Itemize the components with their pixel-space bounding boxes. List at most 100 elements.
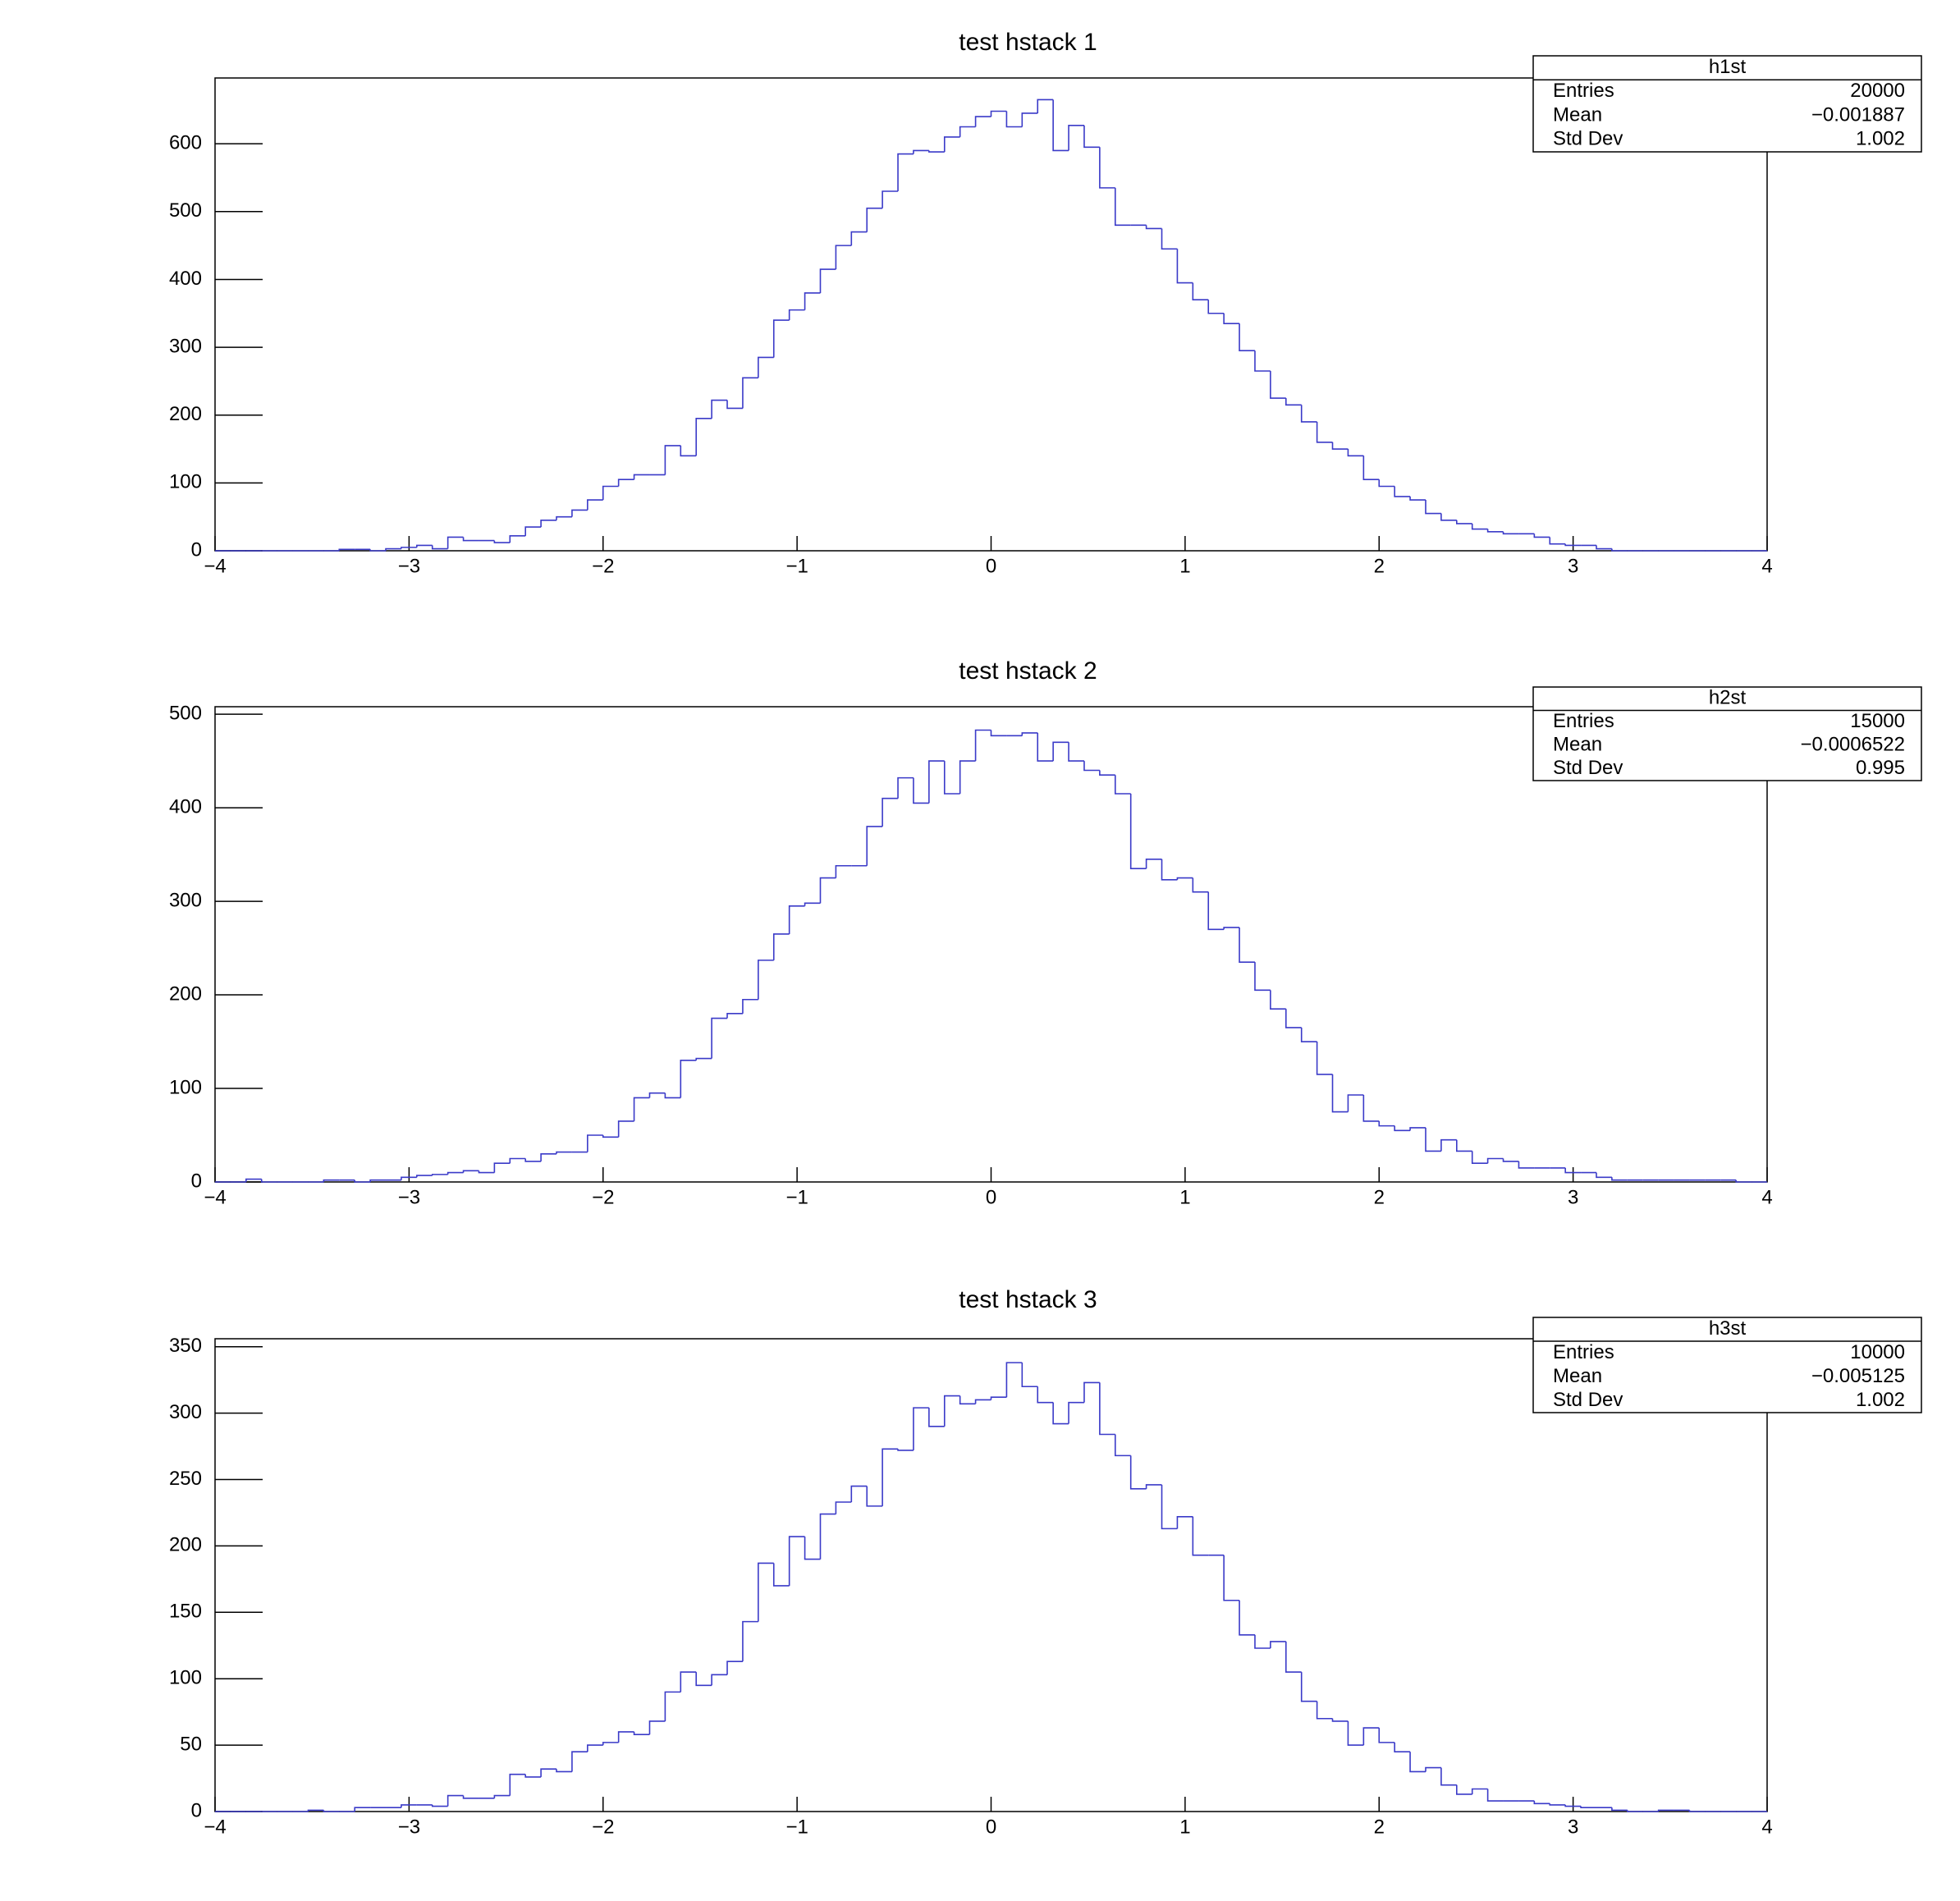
histogram-bin	[1285, 1009, 1302, 1028]
stats-label: Entries	[1553, 710, 1614, 732]
histogram-bin	[1362, 1727, 1380, 1746]
stats-title: h3st	[1709, 1317, 1747, 1340]
stats-value: −0.0006522	[1801, 734, 1905, 756]
histogram-bin	[1254, 1634, 1271, 1649]
histogram-bin	[1099, 770, 1115, 776]
x-tick-label: 4	[1761, 1816, 1772, 1838]
histogram-bin	[323, 1179, 340, 1182]
histogram-bin	[943, 1395, 960, 1427]
histogram-bin	[431, 1804, 448, 1807]
histogram-bin	[1331, 442, 1349, 450]
stats-value: 1.002	[1856, 1389, 1905, 1411]
histogram-bin	[1347, 1094, 1364, 1112]
histogram-bin	[928, 760, 945, 804]
histogram-bin	[1021, 732, 1038, 736]
histogram-bin	[1440, 513, 1457, 521]
histogram-bin	[509, 1157, 526, 1164]
histogram-bin	[1533, 1801, 1550, 1805]
histogram-bin	[680, 1060, 697, 1098]
histogram-bin	[493, 1162, 511, 1173]
histogram-bin	[1270, 990, 1286, 1010]
stats-label: Entries	[1553, 1341, 1614, 1363]
histogram-bin	[742, 998, 758, 1014]
histogram-bin	[772, 319, 790, 358]
y-tick-label: 400	[169, 268, 202, 290]
stats-label: Mean	[1553, 1365, 1602, 1387]
histogram-bin	[1300, 405, 1317, 423]
histogram-bin	[928, 150, 945, 153]
histogram-bin	[1409, 1127, 1426, 1131]
x-tick-label: 1	[1179, 555, 1190, 577]
histogram-bin	[245, 1178, 262, 1182]
histogram-bin	[695, 418, 712, 456]
histogram-bin	[493, 1794, 511, 1798]
x-tick-label: −1	[785, 1186, 808, 1208]
histogram-bin	[478, 1170, 495, 1174]
histogram-bin	[835, 245, 852, 270]
histogram-bin	[446, 536, 464, 549]
histogram-bin	[602, 485, 619, 501]
histogram-bin	[602, 1742, 619, 1746]
chart-panel: test hstack 2 0 100 200 300 400 500 −4 −3 −2 −1 0 1 2…	[169, 657, 1922, 1208]
histogram-bin	[1223, 313, 1240, 324]
histogram-bin	[1005, 1362, 1023, 1398]
histogram-bin	[959, 126, 976, 137]
y-tick-label: 0	[191, 1170, 202, 1192]
histogram-bin	[897, 153, 914, 192]
histogram-bin	[1037, 732, 1054, 762]
histogram-bin	[1611, 1807, 1628, 1812]
x-tick-label: 3	[1568, 555, 1578, 577]
histogram-bin	[1394, 486, 1411, 497]
histogram-bin	[819, 877, 836, 904]
histogram-bin	[1099, 147, 1115, 189]
histogram-bin	[1176, 1516, 1193, 1529]
histogram-bin	[1471, 523, 1488, 530]
histogram-bin	[633, 1731, 650, 1735]
histogram-bin	[1549, 537, 1566, 545]
stats-label: Entries	[1553, 80, 1614, 102]
histogram-bin	[1254, 350, 1271, 372]
histogram-bin	[524, 526, 542, 536]
histogram-bin	[711, 1674, 728, 1686]
histogram-bin	[602, 1135, 619, 1138]
histogram-bin	[1440, 1138, 1457, 1152]
y-tick-label: 300	[169, 889, 202, 911]
histogram-bin	[959, 1395, 976, 1405]
histogram-bin	[758, 356, 774, 378]
chart-panel: test hstack 3 0 50 100 150 200 250 300 350 −4 −3 −2…	[169, 1286, 1922, 1838]
histogram-bin	[913, 1407, 929, 1450]
histogram-bin	[1486, 1157, 1504, 1164]
histogram-bin	[540, 520, 557, 528]
histogram-bin	[664, 1093, 681, 1099]
histogram-bin	[556, 515, 572, 520]
histogram-bin	[1316, 1042, 1333, 1075]
histogram-bin	[1611, 548, 1628, 552]
histogram-bin	[913, 149, 929, 154]
histogram-bin	[882, 1448, 899, 1506]
chart-title: test hstack 3	[959, 1286, 1097, 1313]
histogram-bin	[617, 1731, 634, 1743]
histogram-bin	[1223, 927, 1240, 930]
histogram-bin	[446, 1171, 464, 1175]
y-tick-label: 500	[169, 199, 202, 222]
y-tick-label: 100	[169, 471, 202, 493]
histogram-bin	[1223, 1555, 1240, 1601]
x-tick-label: −3	[398, 1816, 420, 1838]
histogram-bin	[524, 1158, 542, 1162]
y-tick-label: 300	[169, 1401, 202, 1423]
histogram-bin	[788, 309, 805, 321]
histogram-bin	[1285, 1641, 1302, 1673]
histogram-bin	[1657, 1809, 1674, 1812]
histogram-bin	[1409, 496, 1426, 501]
histogram-bin	[1564, 1804, 1582, 1807]
histogram-bin	[850, 231, 868, 246]
stats-value: −0.005125	[1811, 1365, 1905, 1387]
stats-label: Std Dev	[1553, 1389, 1623, 1411]
histogram-bin	[1533, 534, 1550, 538]
histogram-bin	[1192, 1516, 1209, 1556]
histogram-bin	[369, 1179, 387, 1182]
histogram-bin	[1207, 891, 1225, 931]
histogram-bin	[866, 1486, 883, 1507]
histogram-bin	[742, 1620, 758, 1662]
